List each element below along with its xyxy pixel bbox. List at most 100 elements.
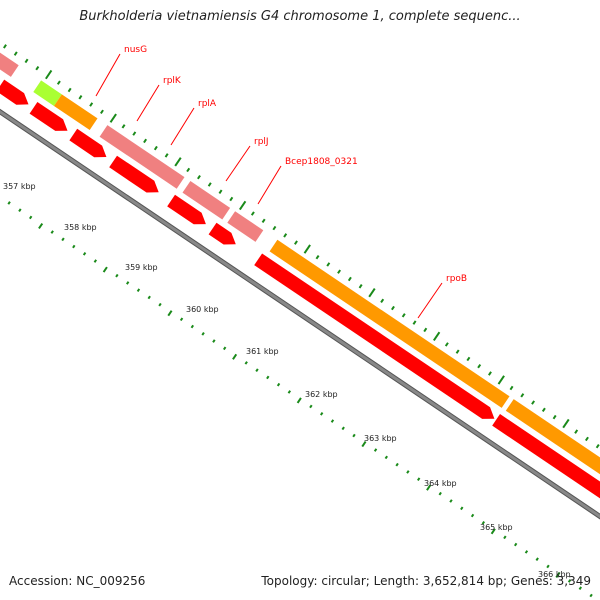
tick-inner	[29, 215, 33, 220]
tick-outer	[315, 254, 320, 260]
position-label: 361 kbp	[246, 347, 279, 356]
tick-outer	[520, 393, 525, 398]
feature-nusG	[54, 94, 98, 130]
gene-label: rpoB	[446, 274, 467, 284]
tick-outer	[531, 400, 536, 405]
tick-inner	[589, 593, 593, 598]
tick-inner	[287, 390, 292, 394]
tick-outer	[3, 44, 7, 49]
tick-outer	[78, 95, 83, 100]
tick-outer	[89, 102, 94, 107]
tick-inner	[136, 288, 141, 292]
tick-outer	[358, 284, 363, 289]
tick-inner	[361, 441, 367, 448]
gene-leader-line	[417, 282, 443, 319]
tick-inner	[319, 411, 324, 416]
feature-other	[33, 80, 62, 106]
cds-arrow	[0, 79, 29, 105]
tick-inner	[102, 266, 108, 273]
tick-outer	[444, 342, 449, 347]
cds-arrow	[167, 194, 206, 225]
tick-outer	[56, 80, 61, 85]
tick-inner	[567, 579, 572, 583]
map-title: Burkholderia vietnamiensis G4 chromosome…	[79, 9, 521, 24]
tick-outer	[35, 65, 40, 71]
tick-outer	[186, 167, 191, 173]
tick-outer	[174, 157, 182, 167]
tick-inner	[93, 259, 98, 263]
tick-outer	[261, 218, 266, 224]
feature-tracks	[0, 52, 600, 499]
tick-inner	[373, 448, 378, 452]
tick-inner	[341, 426, 345, 431]
tick-inner	[470, 513, 475, 518]
tick-inner	[395, 462, 399, 467]
tick-inner	[513, 542, 518, 547]
gene-leader-line	[257, 165, 282, 205]
tick-outer	[552, 414, 557, 420]
position-label: 365 kbp	[480, 523, 513, 532]
tick-outer	[272, 225, 277, 231]
tick-inner	[223, 346, 227, 351]
tick-outer	[13, 51, 18, 56]
gene-leader-line	[95, 53, 121, 97]
tick-outer	[391, 305, 395, 311]
gene-label-leaders	[95, 53, 443, 319]
tick-outer	[488, 371, 492, 376]
tick-outer	[574, 429, 579, 434]
tick-outer	[100, 109, 104, 114]
tick-inner	[481, 520, 485, 525]
tick-inner	[460, 506, 464, 511]
gene-labels: nusG rplK rplA rplJ Bcep1808_0321 rpoB	[124, 45, 467, 284]
tick-outer	[595, 443, 600, 449]
tick-outer	[121, 124, 126, 129]
tick-inner	[82, 252, 87, 256]
tick-outer	[164, 153, 169, 158]
tick-outer	[239, 200, 247, 211]
backbone-line	[0, 109, 600, 519]
tick-inner	[384, 455, 388, 460]
position-label: 357 kbp	[3, 182, 36, 191]
tick-outer	[477, 363, 482, 369]
feature-rplK	[99, 125, 185, 189]
tick-outer	[250, 211, 255, 216]
tick-outer	[401, 313, 406, 318]
tick-inner	[266, 375, 270, 380]
tick-outer	[109, 113, 117, 123]
tick-outer	[337, 269, 342, 274]
position-labels: 357 kbp 358 kbp 359 kbp 360 kbp 361 kbp 362 k…	[3, 182, 571, 579]
tick-inner	[406, 470, 410, 474]
gene-label: rplA	[198, 99, 217, 109]
tick-outer	[283, 233, 288, 238]
tick-marks	[0, 44, 600, 598]
position-label: 360 kbp	[186, 305, 219, 314]
tick-inner	[578, 586, 582, 591]
tick-outer	[541, 407, 546, 413]
accession-text: Accession: NC_009256	[9, 574, 146, 588]
tick-inner	[18, 208, 22, 213]
tick-inner	[352, 433, 356, 438]
tick-inner	[296, 397, 302, 404]
feature-rpoB	[269, 239, 510, 408]
tick-outer	[347, 276, 352, 282]
tick-outer	[24, 58, 29, 64]
position-label: 363 kbp	[364, 434, 397, 443]
tick-inner	[276, 382, 281, 387]
tick-outer	[303, 244, 311, 254]
tick-inner	[38, 222, 44, 230]
position-label: 364 kbp	[424, 479, 457, 488]
backbone-arc	[0, 108, 600, 520]
tick-outer	[433, 331, 441, 342]
tick-outer	[497, 375, 505, 385]
tick-outer	[326, 262, 331, 267]
cds-arrow	[29, 102, 68, 131]
cds-arrow	[208, 222, 236, 245]
feature-rna	[0, 52, 19, 77]
tick-inner	[426, 484, 432, 491]
tick-outer	[229, 196, 234, 202]
tick-inner	[416, 477, 421, 481]
tick-inner	[50, 230, 54, 234]
tick-inner	[524, 550, 529, 554]
tick-outer	[466, 356, 471, 362]
